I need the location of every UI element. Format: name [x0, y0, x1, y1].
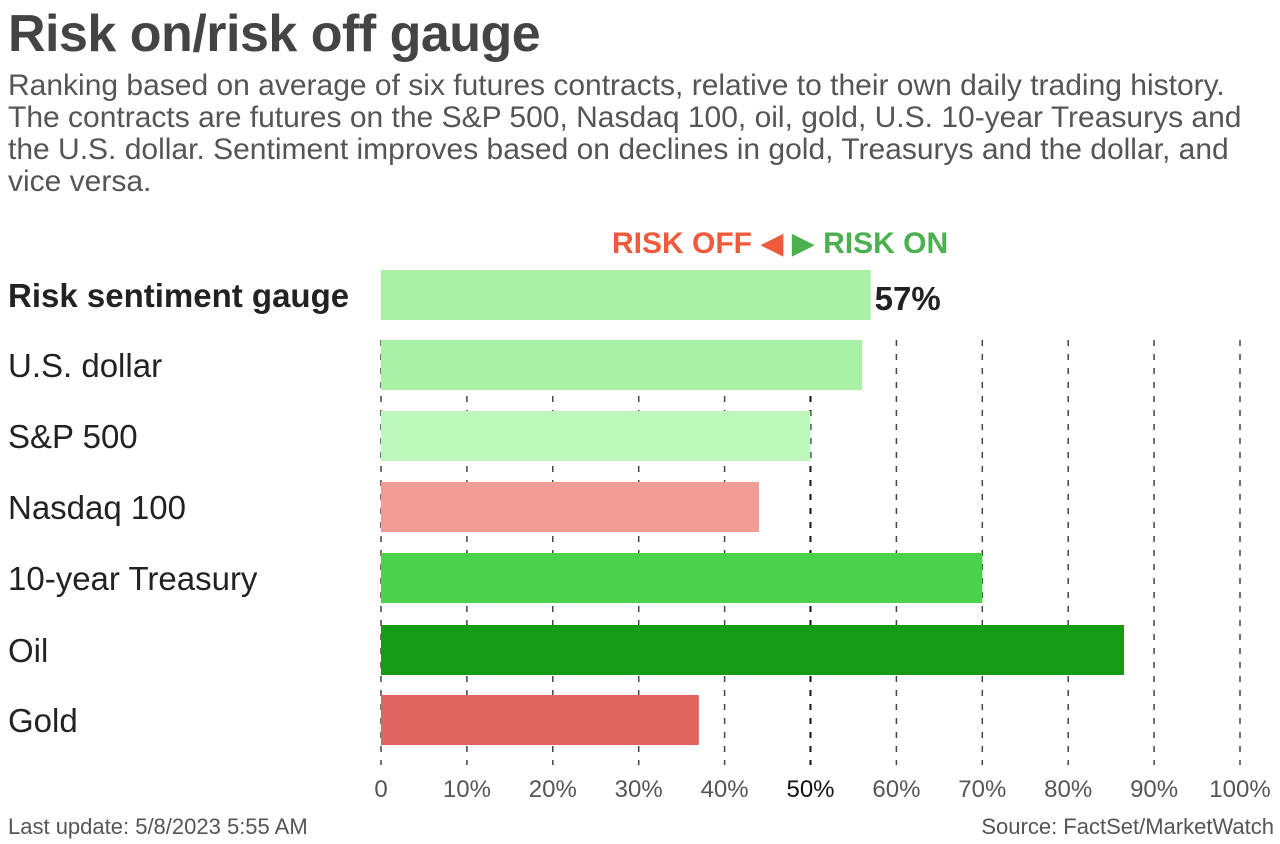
bar	[381, 553, 983, 603]
bar	[381, 695, 699, 745]
bar	[381, 625, 1125, 675]
category-label: Nasdaq 100	[8, 489, 186, 526]
legend-risk-off: RISK OFF	[612, 227, 752, 260]
source: Source: FactSet/MarketWatch	[981, 814, 1274, 839]
bar	[381, 270, 871, 320]
arrow-right-icon: ▶	[791, 227, 824, 260]
x-tick-label: 30%	[615, 776, 663, 803]
x-tick-label: 40%	[701, 776, 749, 803]
category-label: S&P 500	[8, 418, 138, 455]
x-tick-label: 20%	[529, 776, 577, 803]
last-update: Last update: 5/8/2023 5:55 AM	[8, 814, 308, 839]
x-tick-label: 60%	[872, 776, 920, 803]
legend: RISK OFF ◀ ▶ RISK ON	[612, 226, 948, 261]
x-tick-label: 70%	[958, 776, 1006, 803]
data-label: 57%	[875, 280, 941, 317]
bar	[381, 482, 759, 532]
x-tick-label: 50%	[786, 776, 834, 803]
category-label: Risk sentiment gauge	[8, 277, 349, 314]
chart-title: Risk on/risk off gauge	[8, 5, 541, 63]
x-tick-label: 10%	[443, 776, 491, 803]
legend-risk-on: RISK ON	[823, 227, 949, 260]
x-tick-label: 0	[374, 776, 387, 803]
chart-subtitle: Ranking based on average of six futures …	[8, 69, 1242, 198]
category-label: U.S. dollar	[8, 347, 162, 384]
x-tick-label: 90%	[1130, 776, 1178, 803]
category-label: Gold	[8, 702, 78, 739]
arrow-left-icon: ◀	[752, 227, 792, 260]
bar	[381, 411, 811, 461]
x-tick-label: 100%	[1209, 776, 1270, 803]
category-label: Oil	[8, 632, 48, 669]
category-label: 10-year Treasury	[8, 560, 258, 597]
x-tick-label: 80%	[1044, 776, 1092, 803]
bar	[381, 340, 863, 390]
